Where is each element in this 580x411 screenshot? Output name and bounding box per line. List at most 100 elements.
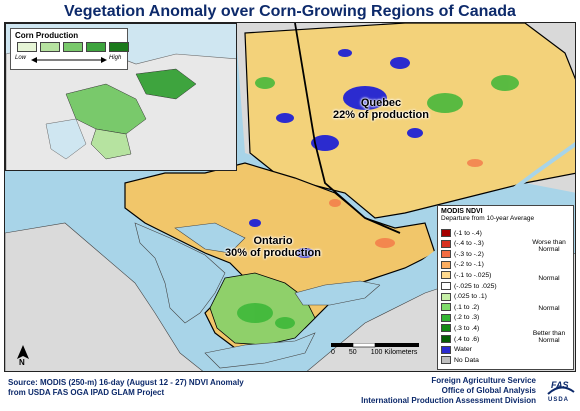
inset-ramp-3 — [63, 42, 83, 52]
legend-class-label: Water — [454, 346, 472, 354]
legend-class-label: (.4 to .6) — [454, 335, 480, 343]
legend-title: MODIS NDVI — [441, 208, 483, 215]
north-arrow-graphic — [17, 345, 29, 359]
source-credit: Source: MODIS (250-m) 16-day (August 12 … — [8, 378, 244, 398]
inset-ramp-5 — [109, 42, 129, 52]
logo-sub: USDA — [548, 397, 570, 403]
logo-text: FAS — [551, 380, 569, 390]
inset-ramp-1 — [17, 42, 37, 52]
lake-ontario — [294, 280, 381, 306]
inset-arrow-icon — [31, 57, 107, 63]
legend-swatch — [441, 303, 451, 312]
legend-swatch — [441, 324, 451, 333]
inset-corn-area-3 — [90, 128, 132, 160]
inset-corn-area-2 — [135, 68, 197, 100]
legend-class-row: (.4 to .6) — [441, 334, 479, 344]
scale-tick-1: 50 — [348, 349, 357, 356]
inset-lake — [45, 118, 87, 160]
legend-class-label: (-1 to -.4) — [454, 229, 482, 237]
usda-fas-logo-graphic — [546, 376, 576, 406]
agency-credit: Foreign Agriculture Service Office of Gl… — [361, 376, 536, 406]
scale-bar: 0 50 100 Kilometers — [331, 343, 421, 356]
legend-class-label: (-.025 to .025) — [454, 282, 497, 290]
legend-swatch — [441, 335, 451, 343]
legend-swatch — [441, 260, 451, 269]
legend-class-label: No Data — [454, 356, 479, 364]
quebec-share: 22% of production — [333, 109, 429, 121]
legend-class-row: (-.1 to -.025) — [441, 270, 491, 280]
legend-class-row: (-.2 to -.1) — [441, 260, 484, 270]
north-label: N — [19, 358, 25, 367]
legend-class-label: (-.4 to -.3) — [454, 240, 484, 248]
legend-class-row: No Data — [441, 355, 479, 365]
legend-subtitle: Departure from 10-year Average — [441, 215, 535, 222]
us-land — [5, 222, 203, 371]
map-frame: Corn Production Low High Quebec 22% of p… — [4, 22, 576, 372]
scale-bar-graphic — [331, 343, 419, 348]
legend-class-label: (.1 to .2) — [454, 303, 480, 311]
worse-than-normal-patches — [329, 159, 483, 248]
better-than-normal-patches — [237, 75, 519, 329]
legend-swatch — [441, 356, 451, 365]
legend-swatch — [441, 250, 451, 259]
ontario-share: 30% of production — [225, 247, 321, 259]
agency-line-2: Office of Global Analysis — [441, 386, 536, 395]
inset-corn-area-1 — [65, 83, 147, 135]
inset-color-ramp — [17, 42, 132, 52]
legend-group-better: Better than Normal — [532, 330, 566, 344]
legend-class-label: (.2 to .3) — [454, 314, 480, 322]
ontario-label: Ontario 30% of production — [213, 235, 333, 259]
legend-group-worse: Worse than Normal — [532, 239, 566, 253]
legend-group-normal-2: Normal — [538, 305, 560, 312]
ontario-name: Ontario — [253, 235, 293, 247]
inset-ramp-4 — [86, 42, 106, 52]
inset-legend: Corn Production Low High — [10, 28, 129, 70]
legend-class-row: (.3 to .4) — [441, 323, 479, 333]
inset-canvas — [6, 43, 236, 170]
scale-tick-2: 100 Kilometers — [370, 349, 418, 356]
georgian-bay — [174, 222, 246, 254]
legend-class-row: (-.3 to -.2) — [441, 249, 484, 259]
legend-class-row: (.1 to .2) — [441, 302, 479, 312]
inset-low-label: Low — [15, 55, 27, 61]
inset-legend-title: Corn Production — [15, 31, 79, 40]
legend-swatch — [441, 229, 451, 237]
inset-high-label: High — [109, 55, 122, 61]
legend-class-row: (-.025 to .025) — [441, 281, 497, 291]
usda-fas-logo: FAS USDA — [546, 376, 576, 406]
agency-line-3: International Production Assessment Divi… — [361, 396, 536, 405]
legend-group-normal-1: Normal — [538, 275, 560, 282]
quebec-name: Quebec — [360, 97, 402, 109]
legend-swatch — [441, 282, 451, 290]
source-line-1: Source: MODIS (250-m) 16-day (August 12 … — [8, 378, 244, 387]
inset-ramp-2 — [40, 42, 60, 52]
map-title: Vegetation Anomaly over Corn-Growing Reg… — [64, 3, 516, 20]
legend-class-label: (.025 to .1) — [454, 293, 487, 301]
scale-tick-0: 0 — [331, 349, 335, 356]
legend-swatch — [441, 239, 451, 248]
quebec-label: Quebec 22% of production — [321, 97, 441, 121]
north-arrow-icon: N — [15, 345, 31, 369]
agency-line-1: Foreign Agriculture Service — [431, 376, 536, 385]
legend-class-label: (.3 to .4) — [454, 324, 480, 332]
legend-class-row: (.2 to .3) — [441, 313, 479, 323]
legend-class-label: (-.1 to -.025) — [454, 271, 492, 279]
legend-class-label: (-.2 to -.1) — [454, 261, 484, 269]
legend-swatch — [441, 345, 451, 354]
ndvi-legend: MODIS NDVI Departure from 10-year Averag… — [437, 205, 574, 370]
legend-swatch — [441, 292, 451, 301]
scale-ticks: 0 50 100 Kilometers — [331, 349, 421, 356]
legend-swatch — [441, 313, 451, 322]
lake-erie — [204, 332, 316, 369]
source-line-2: from USDA FAS OGA IPAD GLAM Project — [8, 388, 165, 397]
legend-class-row: (-1 to -.4) — [441, 228, 482, 238]
lake-huron — [134, 222, 226, 324]
provincial-boundary — [294, 23, 401, 234]
legend-class-row: (-.4 to -.3) — [441, 239, 484, 249]
legend-swatch — [441, 271, 451, 280]
legend-class-row: (.025 to .1) — [441, 292, 487, 302]
ontario-region — [124, 162, 436, 349]
inset-map: Corn Production Low High — [5, 23, 237, 171]
water-patches — [249, 49, 423, 258]
legend-class-label: (-.3 to -.2) — [454, 250, 484, 258]
